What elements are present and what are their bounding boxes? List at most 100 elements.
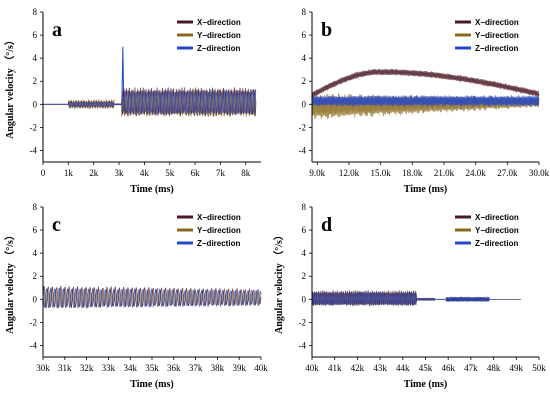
x-tick-label: 5k xyxy=(165,168,175,178)
x-tick-label: 49k xyxy=(510,363,524,373)
y-tick-label: -4 xyxy=(30,340,38,350)
y-tick-label: -2 xyxy=(30,317,38,327)
y-tick-label: -4 xyxy=(299,145,307,155)
x-tick-label: 31k xyxy=(58,363,72,373)
y-tick-label: 2 xyxy=(302,76,307,86)
x-tick-label: 12.0k xyxy=(339,168,360,178)
x-tick-label: 33k xyxy=(102,363,116,373)
series-line-2 xyxy=(311,291,521,306)
y-tick-label: 0 xyxy=(302,294,307,304)
x-tick-label: 9.0k xyxy=(309,168,325,178)
y-tick-label: 4 xyxy=(302,53,307,63)
legend-label: Y−direction xyxy=(475,226,519,235)
y-tick-label: 6 xyxy=(302,30,307,40)
y-tick-label: 6 xyxy=(33,30,38,40)
x-tick-label: 1k xyxy=(64,168,74,178)
legend-label: X−direction xyxy=(197,213,241,222)
x-tick-label: 40k xyxy=(254,363,268,373)
legend: X−direction Y−direction Z−direction xyxy=(177,213,241,248)
y-tick-label: 6 xyxy=(33,225,38,235)
x-tick-label: 2k xyxy=(89,168,99,178)
x-tick-label: 42k xyxy=(351,363,365,373)
x-tick-label: 38k xyxy=(211,363,225,373)
series-line-2 xyxy=(42,88,257,115)
x-tick-label: 48k xyxy=(487,363,501,373)
x-tick-label: 43k xyxy=(373,363,387,373)
y-tick-label: 8 xyxy=(302,7,307,17)
x-tick-label: 44k xyxy=(396,363,410,373)
panel-b: 9.0k 12.0k 15.0k 18.0k 21.0k 24.0k 27.0k 30.0k -… xyxy=(299,7,550,195)
legend: X−direction Y−direction Z−direction xyxy=(177,18,241,53)
legend-label: Y−direction xyxy=(197,226,241,235)
x-tick-label: 7k xyxy=(216,168,226,178)
y-tick-label: -2 xyxy=(30,122,38,132)
x-tick-label: 36k xyxy=(167,363,181,373)
x-tick-label: 24.0k xyxy=(466,168,487,178)
x-axis-title: Time (ms) xyxy=(404,184,447,195)
x-tick-label: 37k xyxy=(189,363,203,373)
y-tick-label: 0 xyxy=(33,99,38,109)
x-tick-label: 32k xyxy=(80,363,94,373)
legend-label: Z−direction xyxy=(475,44,518,53)
y-tick-label: 4 xyxy=(33,53,38,63)
x-tick-label: 0 xyxy=(41,168,46,178)
legend-label: Z−direction xyxy=(197,44,240,53)
x-tick-label: 21.0k xyxy=(434,168,455,178)
x-tick-label: 18.0k xyxy=(402,168,423,178)
panel-letter: a xyxy=(52,19,62,41)
legend-label: X−direction xyxy=(475,213,519,222)
legend: X−direction Y−direction Z−direction xyxy=(455,213,519,248)
panel-letter: c xyxy=(52,214,61,236)
y-tick-label: -2 xyxy=(299,122,307,132)
x-tick-label: 15.0k xyxy=(371,168,392,178)
x-tick-label: 30k xyxy=(36,363,50,373)
x-tick-label: 40k xyxy=(305,363,319,373)
y-axis-title: Angular velocity （°/s） xyxy=(3,230,16,334)
y-tick-label: -4 xyxy=(299,340,307,350)
x-tick-label: 50k xyxy=(532,363,546,373)
x-tick-label: 46k xyxy=(441,363,455,373)
series-line-2 xyxy=(42,287,262,309)
y-tick-label: 2 xyxy=(33,271,38,281)
y-tick-label: 0 xyxy=(302,99,307,109)
legend-label: Y−direction xyxy=(475,31,519,40)
legend-label: Z−direction xyxy=(197,239,240,248)
legend-label: X−direction xyxy=(197,18,241,27)
y-tick-label: 0 xyxy=(33,294,38,304)
x-axis-title: Time (ms) xyxy=(404,379,447,390)
y-tick-label: -2 xyxy=(299,317,307,327)
series-line-2 xyxy=(311,95,540,107)
legend-label: Z−direction xyxy=(475,239,518,248)
y-tick-label: 4 xyxy=(302,248,307,258)
y-axis-title: Angular velocity （°/s） xyxy=(3,35,16,139)
x-tick-label: 3k xyxy=(115,168,125,178)
y-tick-label: 6 xyxy=(302,225,307,235)
panel-letter: d xyxy=(321,214,332,236)
x-tick-label: 27.0k xyxy=(497,168,518,178)
y-tick-label: 8 xyxy=(302,202,307,212)
x-tick-label: 47k xyxy=(464,363,478,373)
x-tick-label: 45k xyxy=(419,363,433,373)
y-tick-label: -4 xyxy=(30,145,38,155)
x-axis-title: Time (ms) xyxy=(130,184,173,195)
x-axis-title: Time (ms) xyxy=(130,379,173,390)
y-tick-label: 8 xyxy=(33,202,38,212)
y-tick-label: 8 xyxy=(33,7,38,17)
legend-label: Y−direction xyxy=(197,31,241,40)
x-tick-label: 39k xyxy=(232,363,246,373)
y-tick-label: 2 xyxy=(33,76,38,86)
legend-label: X−direction xyxy=(475,18,519,27)
panel-c: 30k 31k 32k 33k 34k 35k 36k 37k 38k 39k 40k -4 -2 0 2 4… xyxy=(3,202,268,390)
panel-d: 40k 41k 42k 43k 44k 45k 46k 47k 48k 49k 50k -4 -2 0 2 4… xyxy=(272,202,546,390)
y-axis-title: Angular velocity （°/s） xyxy=(272,230,285,334)
x-tick-label: 6k xyxy=(191,168,201,178)
series-line-0 xyxy=(311,68,540,98)
panel-letter: b xyxy=(321,19,332,41)
panel-a: 0 1k 2k 3k 4k 5k 6k 7k 8k -4 -2 0 2 4 6 8 Time (ms) Angul… xyxy=(3,7,261,195)
y-tick-label: 4 xyxy=(33,248,38,258)
y-tick-label: 2 xyxy=(302,271,307,281)
x-tick-label: 41k xyxy=(328,363,342,373)
legend: X−direction Y−direction Z−direction xyxy=(455,18,519,53)
x-tick-label: 4k xyxy=(140,168,150,178)
